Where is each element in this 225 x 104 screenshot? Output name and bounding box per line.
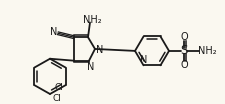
Text: N: N: [87, 62, 95, 72]
Text: O: O: [180, 60, 188, 70]
Text: S: S: [180, 44, 188, 57]
Text: NH₂: NH₂: [83, 15, 101, 25]
Text: N: N: [50, 27, 58, 37]
Text: O: O: [180, 32, 188, 42]
Text: N: N: [96, 45, 104, 55]
Text: Cl: Cl: [54, 83, 63, 92]
Text: Cl: Cl: [53, 94, 61, 103]
Text: N: N: [140, 55, 147, 65]
Text: NH₂: NH₂: [198, 46, 216, 56]
